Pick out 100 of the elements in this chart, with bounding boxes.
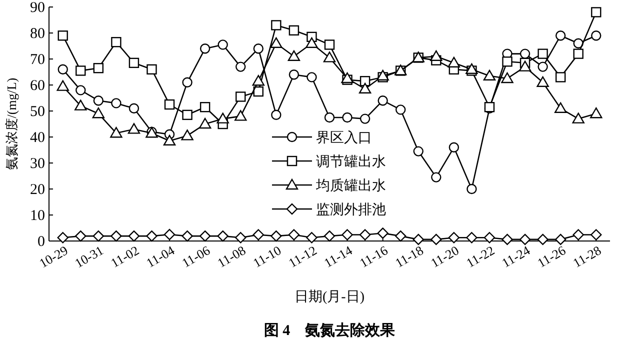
point: [111, 37, 122, 48]
point: [572, 229, 584, 240]
point: [92, 230, 104, 242]
point: [111, 98, 122, 108]
point: [236, 92, 246, 102]
point: [502, 56, 512, 67]
point: [341, 72, 354, 84]
point: [590, 229, 602, 240]
point: [519, 234, 531, 246]
point: [591, 30, 602, 41]
x-tick-label: 11-12: [286, 242, 320, 271]
point: [324, 230, 336, 242]
point: [93, 63, 104, 74]
point: [216, 112, 229, 124]
point: [146, 230, 158, 242]
point: [323, 52, 336, 62]
point: [484, 232, 496, 244]
point: [128, 230, 140, 242]
y-tick-label: 50: [30, 104, 45, 120]
point: [76, 66, 86, 76]
x-tick-label: 11-24: [499, 242, 533, 271]
point: [128, 103, 140, 114]
point: [395, 230, 406, 242]
point: [128, 58, 140, 68]
point: [163, 134, 176, 146]
y-tick-label: 0: [38, 234, 45, 250]
point: [58, 30, 68, 41]
x-tick-label: 11-26: [534, 242, 569, 271]
y-tick-label: 70: [30, 52, 45, 68]
point: [572, 112, 584, 124]
x-tick-label: 11-02: [108, 242, 142, 271]
point: [271, 110, 282, 120]
point: [288, 70, 300, 80]
point: [74, 100, 87, 110]
point: [448, 232, 460, 244]
point: [110, 230, 122, 242]
x-axis-title: 日期(月-日): [294, 289, 365, 305]
point: [520, 48, 530, 59]
point: [591, 7, 602, 18]
point: [182, 77, 192, 88]
point: [537, 234, 548, 246]
y-tick-label: 80: [30, 26, 45, 42]
point: [75, 230, 86, 242]
point: [252, 75, 264, 86]
legend-label: 均质罐出水: [315, 178, 386, 194]
point: [164, 228, 176, 240]
point: [200, 44, 210, 54]
point: [288, 25, 300, 36]
point: [270, 37, 282, 48]
point: [324, 112, 335, 123]
point: [483, 70, 496, 80]
point: [554, 102, 567, 113]
point: [466, 232, 478, 244]
legend-label: 界区入口: [316, 130, 372, 146]
x-tick-label: 11-06: [179, 242, 213, 271]
y-tick-label: 90: [30, 0, 45, 16]
x-tick-label: 11-14: [321, 242, 356, 271]
point: [306, 37, 318, 48]
x-tick-label: 11-08: [214, 242, 248, 271]
text: 图 4 氨氮去除效果: [264, 322, 396, 339]
y-tick-label: 60: [30, 78, 45, 94]
y-tick-label: 20: [30, 182, 45, 198]
point: [200, 102, 210, 112]
point: [236, 62, 246, 72]
point: [253, 86, 264, 97]
point: [448, 142, 460, 152]
point: [270, 230, 282, 242]
y-tick-label: 30: [30, 156, 45, 172]
point: [234, 110, 247, 121]
y-tick-label: 40: [30, 130, 45, 146]
x-tick-label: 11-16: [356, 242, 391, 271]
point: [377, 228, 388, 239]
point: [93, 96, 104, 106]
x-tick-label: 11-04: [144, 242, 178, 271]
point: [413, 146, 424, 156]
point: [359, 229, 371, 240]
point: [218, 40, 228, 50]
point: [342, 112, 352, 123]
point: [430, 234, 442, 246]
point: [235, 232, 246, 244]
point: [360, 114, 370, 124]
x-tick-label: 11-20: [428, 242, 462, 271]
point: [396, 104, 406, 115]
x-tick-label: 11-18: [392, 242, 426, 271]
point: [181, 130, 194, 140]
point: [288, 229, 300, 240]
point: [378, 96, 388, 106]
point: [306, 72, 317, 82]
point: [466, 63, 478, 74]
point: [554, 234, 566, 246]
point: [466, 184, 477, 194]
point: [555, 72, 566, 82]
point: [555, 30, 566, 41]
point: [324, 40, 335, 50]
point: [430, 50, 442, 61]
y-tick-label: 10: [30, 208, 45, 224]
point: [501, 72, 514, 84]
point: [573, 38, 584, 48]
point: [358, 82, 372, 94]
point: [252, 229, 264, 240]
